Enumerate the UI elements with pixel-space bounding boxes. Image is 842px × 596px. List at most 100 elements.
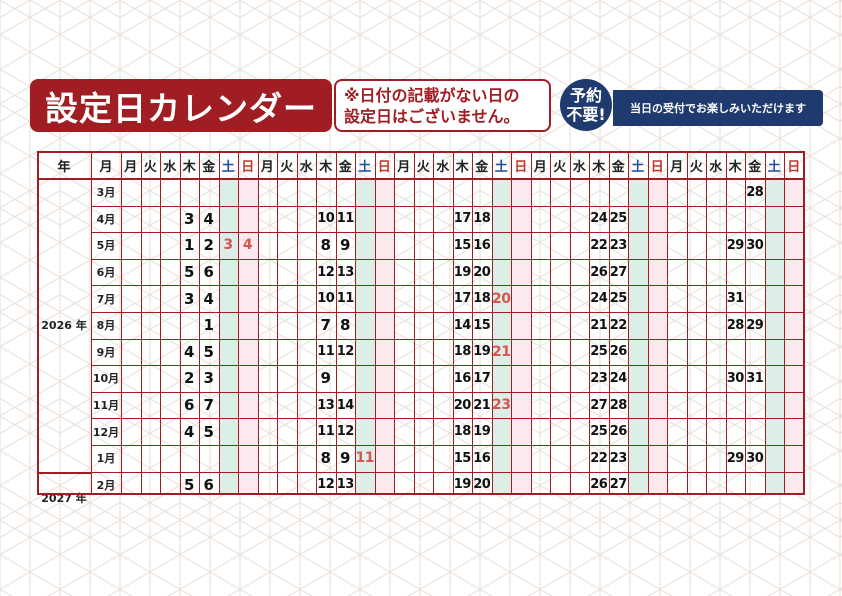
setting-day: 28: [609, 397, 628, 413]
grid-vline: [296, 151, 298, 495]
grid-vline: [764, 151, 766, 495]
grid-hline: [91, 471, 805, 473]
grid-vline: [277, 151, 278, 495]
month-label: 10月: [92, 372, 120, 386]
setting-day: 5: [184, 475, 195, 494]
setting-day: 10: [317, 291, 335, 307]
setting-day: 2: [203, 236, 214, 255]
setting-day: 27: [609, 264, 628, 280]
setting-day: 26: [590, 264, 608, 280]
grid-vline: [316, 151, 317, 495]
weekday-header: 日: [377, 159, 391, 175]
setting-day: 15: [473, 317, 491, 333]
sunday-column-shade: [238, 179, 258, 495]
setting-day: 22: [590, 237, 608, 253]
setting-day: 12: [336, 424, 355, 440]
weekday-header: 日: [514, 159, 528, 175]
setting-day: 21: [590, 317, 608, 333]
setting-day: 31: [746, 370, 764, 386]
weekday-header: 水: [163, 159, 177, 175]
setting-day: 17: [453, 211, 472, 227]
setting-day: 6: [203, 263, 214, 282]
setting-day: 24: [590, 291, 608, 307]
grid-vline: [374, 151, 376, 495]
setting-day: 13: [336, 264, 355, 280]
weekday-header: 水: [709, 159, 723, 175]
setting-day: 26: [609, 424, 628, 440]
saturday-column-shade: [764, 179, 784, 495]
setting-day: 17: [473, 370, 491, 386]
setting-day: 7: [320, 316, 331, 335]
year-divider: [37, 471, 91, 474]
setting-day: 25: [609, 291, 628, 307]
setting-day: 31: [726, 291, 745, 307]
grid-vline: [667, 151, 668, 495]
grid-vline: [257, 151, 259, 495]
weekday-header: 日: [241, 159, 255, 175]
calendar-frame: [37, 151, 805, 495]
header-divider: [37, 178, 805, 180]
setting-day: 5: [184, 263, 195, 282]
setting-day: 11: [317, 344, 335, 360]
weekday-header: 木: [455, 159, 469, 175]
grid-vline: [745, 151, 746, 495]
month-column-header: 月: [99, 159, 113, 175]
weekday-header: 土: [631, 159, 645, 175]
grid-vline: [491, 151, 493, 495]
setting-day: 16: [453, 370, 472, 386]
notice-line-1: ※日付の記載がない日の: [344, 86, 520, 105]
setting-day: 28: [746, 184, 764, 200]
holiday-setting-day: 11: [355, 450, 375, 467]
grid-vline: [121, 151, 122, 495]
setting-day: 3: [203, 369, 214, 388]
grid-vline: [452, 151, 454, 495]
sunday-column-shade: [647, 179, 667, 495]
setting-day: 27: [590, 397, 608, 413]
setting-day: 14: [453, 317, 472, 333]
grid-vline: [589, 151, 590, 495]
month-label: 6月: [96, 266, 116, 280]
grid-hline: [91, 232, 805, 234]
grid-vline: [199, 151, 200, 495]
setting-day: 18: [453, 424, 472, 440]
setting-day: 10: [317, 211, 335, 227]
setting-day: 12: [317, 477, 335, 493]
grid-vline: [530, 151, 532, 495]
weekday-header: 土: [358, 159, 372, 175]
holiday-setting-day: 20: [492, 290, 511, 307]
setting-day: 2: [184, 369, 195, 388]
grid-vline: [686, 151, 688, 495]
grid-hline: [91, 285, 805, 287]
weekday-header: 金: [202, 159, 216, 175]
weekday-header: 金: [475, 159, 489, 175]
holiday-setting-day: 3: [223, 237, 234, 254]
month-label: 1月: [96, 452, 116, 466]
weekday-header: 木: [592, 159, 606, 175]
setting-day: 18: [473, 291, 491, 307]
sunday-column-shade: [784, 179, 804, 495]
month-label: 4月: [96, 212, 116, 226]
grid-vline: [179, 151, 181, 495]
setting-day: 29: [726, 237, 745, 253]
setting-day: 24: [590, 211, 608, 227]
setting-day: 29: [746, 317, 764, 333]
weekday-header: 火: [280, 159, 294, 175]
grid-vline: [238, 151, 239, 495]
year-label: 2026 年: [41, 319, 87, 333]
setting-day: 6: [203, 475, 214, 494]
weekday-header: 木: [319, 159, 333, 175]
info-banner: 当日の受付でお楽しみいただけます: [613, 90, 823, 126]
setting-day: 29: [726, 450, 745, 466]
weekday-header: 金: [748, 159, 762, 175]
badge-line-2: 不要!: [566, 105, 606, 124]
page-title: 設定日カレンダー: [30, 79, 332, 132]
weekday-header: 月: [670, 159, 684, 175]
setting-day: 3: [184, 209, 195, 228]
weekday-header: 月: [124, 159, 138, 175]
holiday-setting-day: 4: [242, 237, 253, 254]
setting-day: 4: [184, 342, 195, 361]
grid-vline: [91, 151, 92, 495]
setting-day: 8: [320, 236, 331, 255]
setting-day: 9: [320, 369, 331, 388]
setting-day: 11: [336, 291, 355, 307]
